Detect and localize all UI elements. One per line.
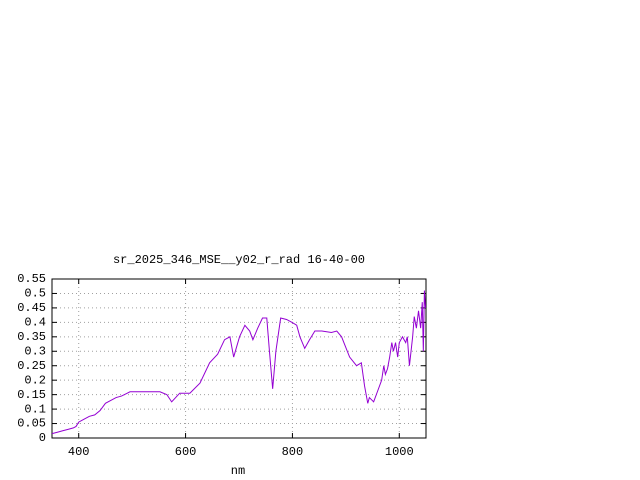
x-tick-label: 600 bbox=[175, 445, 197, 459]
x-tick-label: 1000 bbox=[385, 445, 414, 459]
y-tick-label: 0.5 bbox=[24, 287, 46, 301]
y-tick-label: 0.35 bbox=[17, 330, 46, 344]
x-axis-label: nm bbox=[231, 464, 245, 478]
y-tick-label: 0.4 bbox=[24, 316, 46, 330]
x-tick-label: 800 bbox=[282, 445, 304, 459]
y-tick-label: 0.45 bbox=[17, 301, 46, 315]
x-tick-label: 400 bbox=[68, 445, 90, 459]
y-tick-label: 0.05 bbox=[17, 417, 46, 431]
y-tick-label: 0.1 bbox=[24, 402, 46, 416]
y-tick-label: 0.25 bbox=[17, 359, 46, 373]
y-tick-label: 0.2 bbox=[24, 373, 46, 387]
plot-border bbox=[51, 278, 427, 439]
data-line bbox=[51, 290, 426, 435]
y-tick-label: 0.3 bbox=[24, 344, 46, 358]
y-tick-label: 0.15 bbox=[17, 388, 46, 402]
chart-title: sr_2025_346_MSE__y02_r_rad 16-40-00 bbox=[113, 253, 365, 267]
y-tick-label: 0.55 bbox=[17, 272, 46, 286]
y-tick-label: 0 bbox=[39, 431, 46, 445]
